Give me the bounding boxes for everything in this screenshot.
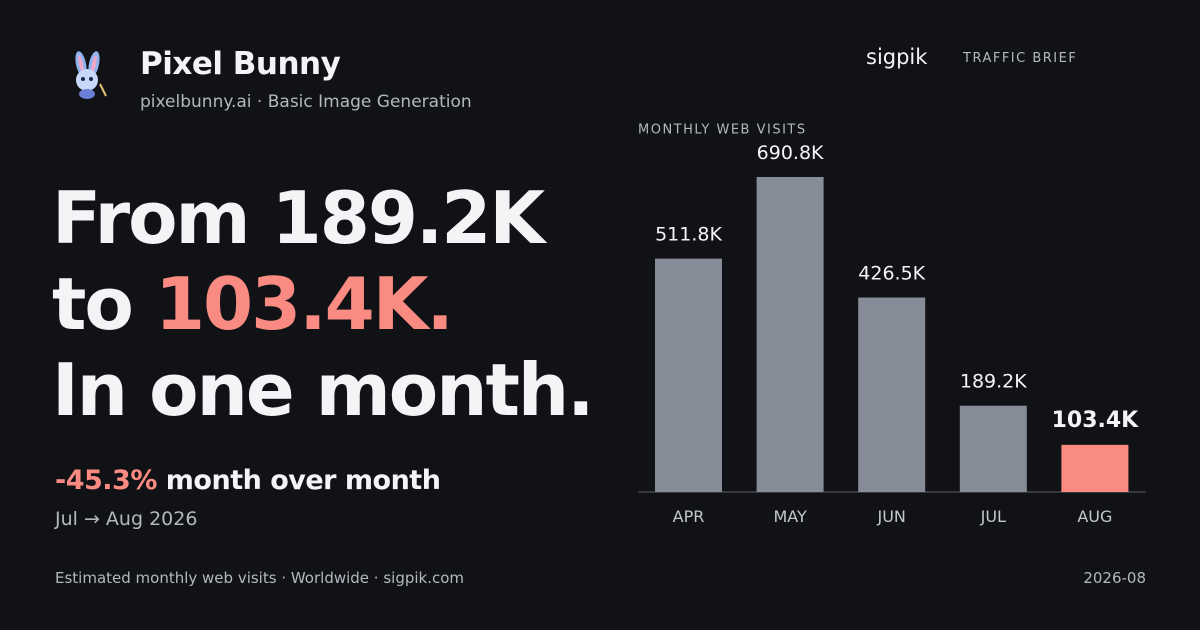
change-text: month over month xyxy=(156,465,441,496)
headline-highlight: 103.4K. xyxy=(154,262,454,346)
x-tick-label: AUG xyxy=(1077,507,1112,526)
value-label: 511.8K xyxy=(655,224,722,246)
headline-line: to 103.4K. xyxy=(52,268,454,340)
value-label: 426.5K xyxy=(858,263,925,285)
x-tick-label: JUN xyxy=(876,507,905,526)
change-value: -45.3% xyxy=(55,465,157,496)
x-tick-label: APR xyxy=(673,507,705,526)
bar xyxy=(1061,444,1129,492)
bar xyxy=(858,297,926,492)
change-period: Jul → Aug 2026 xyxy=(55,508,198,530)
x-tick-label: MAY xyxy=(773,507,807,526)
value-label: 103.4K xyxy=(1052,408,1140,433)
value-label: 189.2K xyxy=(960,371,1027,393)
bar xyxy=(655,258,722,492)
bar xyxy=(756,176,824,493)
footer-date: 2026-08 xyxy=(1083,569,1146,587)
app-subtitle: pixelbunny.ai · Basic Image Generation xyxy=(140,92,472,112)
headline-line: In one month. xyxy=(52,348,595,432)
app-logo xyxy=(75,51,107,99)
chart-title: MONTHLY WEB VISITS xyxy=(638,123,807,138)
app-name: Pixel Bunny xyxy=(140,46,341,82)
headline-line: From 189.2K xyxy=(52,176,545,260)
footer-source: Estimated monthly web visits · Worldwide… xyxy=(55,569,465,587)
x-tick-label: JUL xyxy=(980,507,1006,526)
headline-text: to xyxy=(52,262,155,346)
change-line: -45.3% month over month xyxy=(55,465,441,496)
site-name: sigpik xyxy=(866,45,928,69)
bar xyxy=(959,405,1027,492)
value-label: 690.8K xyxy=(757,142,824,164)
brief-kind: TRAFFIC BRIEF xyxy=(963,51,1078,66)
